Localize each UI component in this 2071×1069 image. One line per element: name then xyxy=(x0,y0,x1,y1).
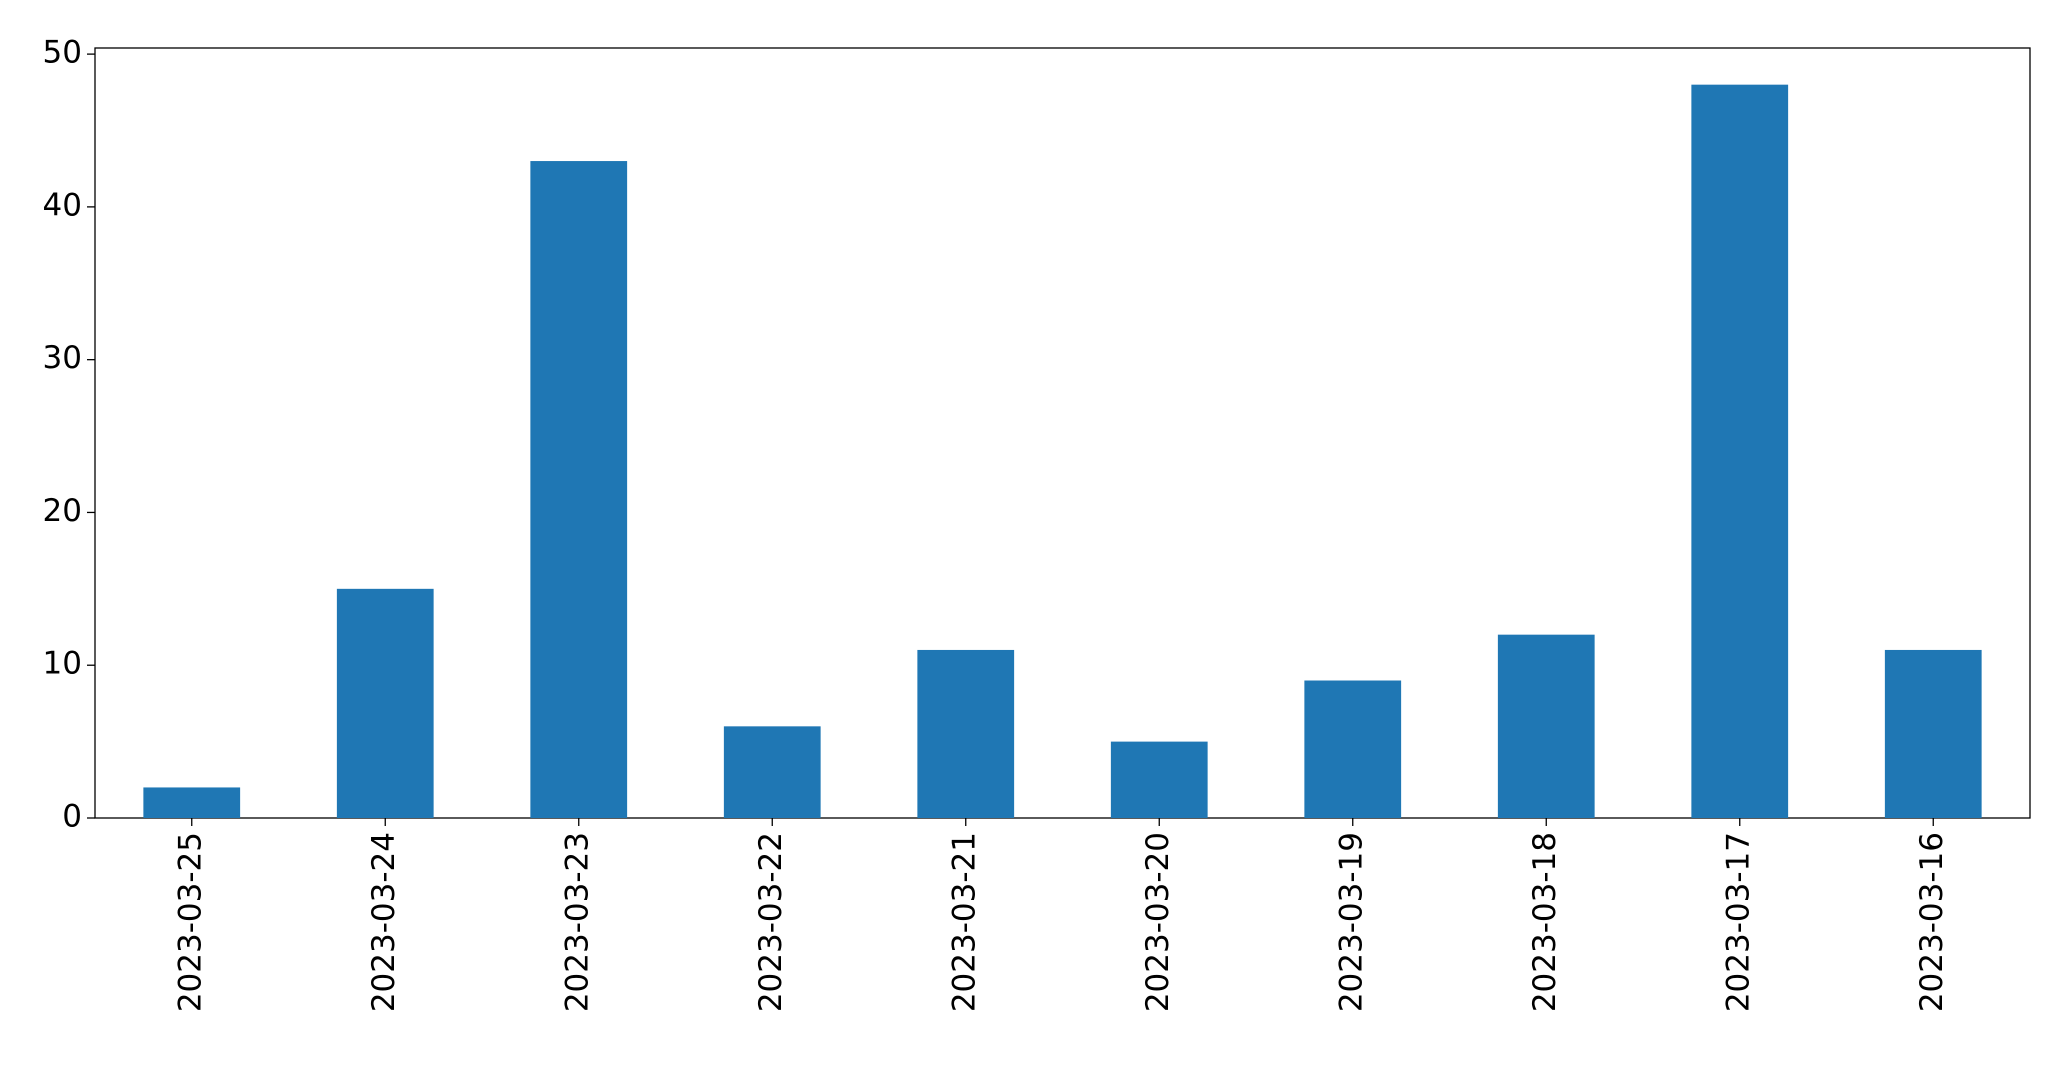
bar xyxy=(1884,649,1982,818)
bar xyxy=(143,787,241,818)
bar xyxy=(530,161,628,819)
plot-frame xyxy=(94,47,2031,819)
x-tick-label: 2023-03-16 xyxy=(1914,832,1950,1012)
y-tick-label: 20 xyxy=(43,493,82,529)
bar xyxy=(1497,634,1595,818)
x-tick-label: 2023-03-24 xyxy=(366,832,402,1012)
x-tick-label: 2023-03-19 xyxy=(1333,832,1369,1012)
y-tick-label: 50 xyxy=(43,35,82,71)
x-tick-label: 2023-03-25 xyxy=(172,832,208,1012)
x-tick-label: 2023-03-22 xyxy=(753,832,789,1012)
y-tick-label: 10 xyxy=(43,646,82,682)
bar xyxy=(1110,741,1208,818)
bar xyxy=(1304,680,1402,818)
bar xyxy=(1691,84,1789,818)
x-tick-label: 2023-03-20 xyxy=(1140,832,1176,1012)
x-tick-label: 2023-03-21 xyxy=(946,832,982,1012)
x-tick-label: 2023-03-23 xyxy=(559,832,595,1012)
bar xyxy=(917,649,1015,818)
y-tick-label: 30 xyxy=(43,340,82,376)
bar xyxy=(336,588,434,818)
y-tick-label: 0 xyxy=(62,799,82,835)
x-tick-label: 2023-03-18 xyxy=(1527,832,1563,1012)
y-tick-label: 40 xyxy=(43,187,82,223)
x-tick-label: 2023-03-17 xyxy=(1720,832,1756,1012)
bar xyxy=(723,726,821,818)
